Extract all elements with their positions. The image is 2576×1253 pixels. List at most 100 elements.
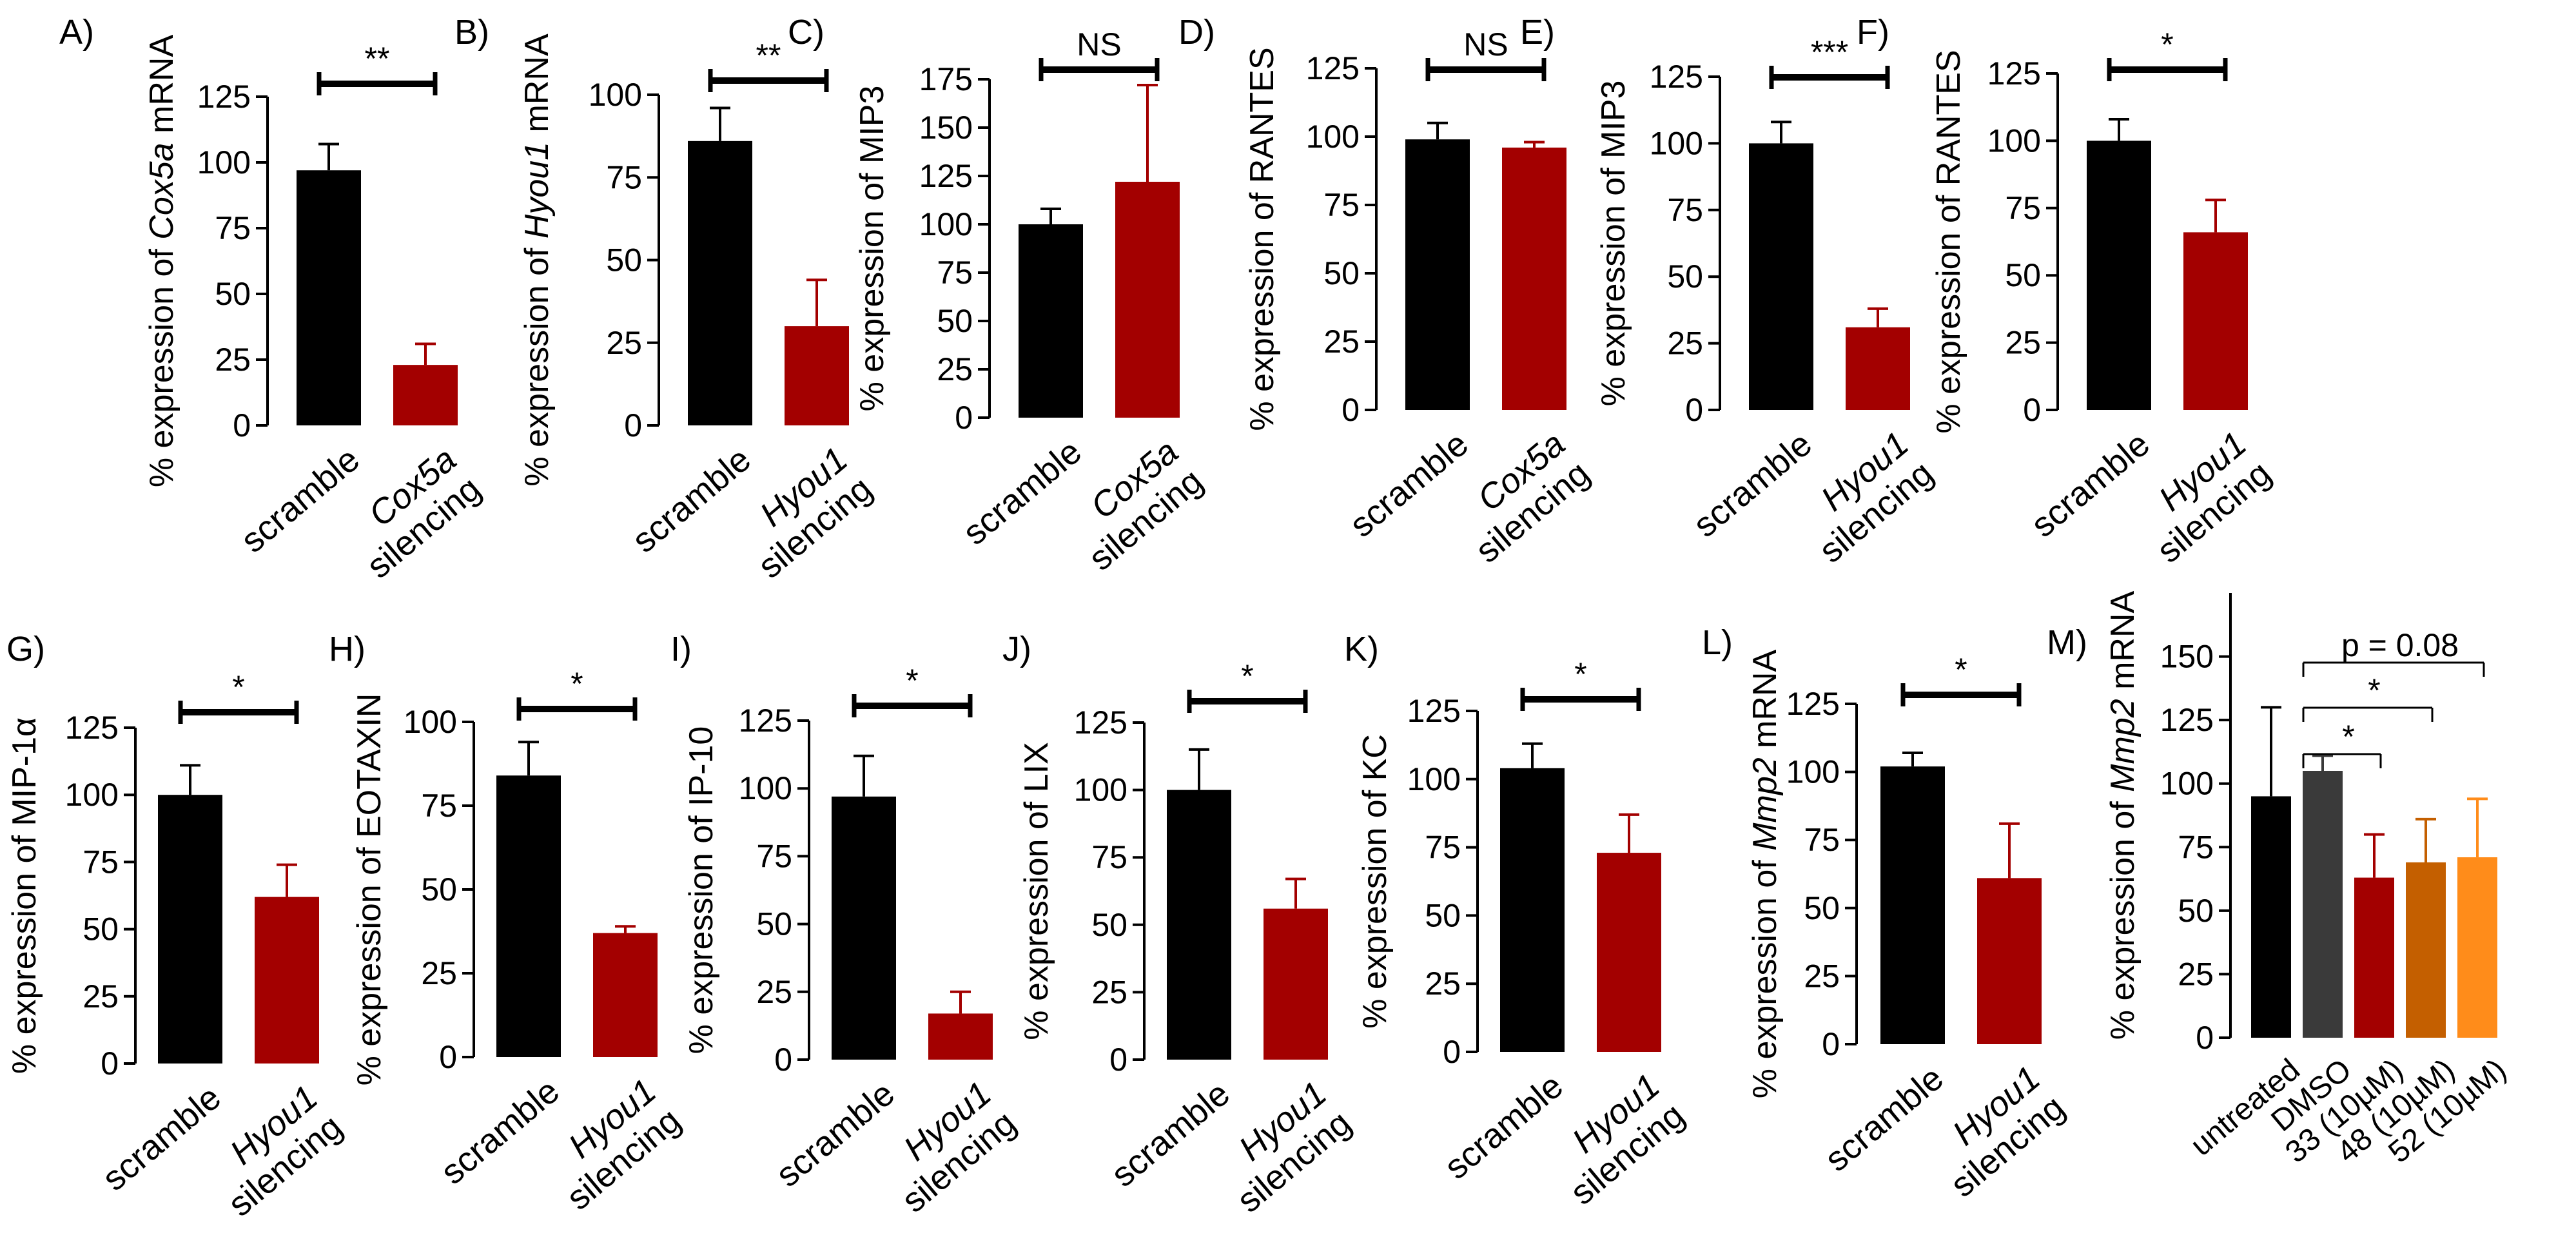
y-tick-label: 25 (1091, 974, 1127, 1010)
y-tick-label: 0 (1685, 392, 1703, 428)
y-tick-label: 25 (937, 351, 973, 387)
panel-label: M) (2047, 623, 2087, 662)
y-tick-label: 75 (215, 210, 251, 246)
y-axis-label: % expression of Mmp2 mRNA (1746, 649, 1784, 1098)
panel-label: J) (1002, 630, 1031, 668)
x-tick-label: scramble (1104, 1074, 1237, 1194)
panel-label: C) (788, 13, 825, 52)
y-tick-label: 50 (215, 276, 251, 312)
y-axis-label: % expression of KC (1356, 734, 1394, 1029)
bar (1500, 768, 1565, 1052)
x-tick-label-line: scramble (1104, 1074, 1237, 1194)
significance-label: p = 0.08 (2341, 627, 2459, 663)
y-tick-label: 75 (1804, 822, 1840, 858)
x-tick-label: scramble (956, 432, 1089, 552)
significance-label: * (2342, 719, 2354, 755)
bar (2087, 141, 2151, 410)
y-tick-label: 125 (2160, 702, 2214, 738)
y-tick-label: 50 (606, 242, 642, 278)
y-tick-label: 125 (65, 710, 119, 746)
label-part: % expression of RANTES (1930, 50, 1967, 433)
x-tick-label-line: scramble (625, 440, 758, 560)
chart-panel: B) 0 25 50 75 100 % expression of Hyou1 mRNA sc… (454, 13, 879, 586)
significance-label: * (2368, 672, 2380, 708)
y-tick-label: 100 (1650, 125, 1703, 161)
y-tick-label: 125 (1786, 686, 1840, 722)
y-tick-label: 0 (624, 407, 642, 443)
panel-label: K) (1344, 630, 1379, 668)
y-tick-label: 75 (1667, 192, 1703, 228)
y-tick-label: 50 (1667, 258, 1703, 295)
y-tick-label: 100 (65, 777, 119, 813)
y-tick-label: 25 (606, 325, 642, 361)
y-tick-label: 25 (1323, 324, 1360, 360)
y-tick-label: 75 (2178, 829, 2214, 865)
label-part: % expression of MIP-1α (6, 717, 43, 1074)
label-part: mRNA (143, 35, 181, 143)
x-tick-label-line: scramble (434, 1071, 567, 1192)
chart-panel: K) 0 25 50 75 100 125 % expression of KC scrambl… (1344, 630, 1692, 1212)
y-tick-label: 175 (919, 61, 973, 97)
x-tick-label-line: scramble (1686, 424, 1819, 545)
y-tick-label: 125 (1650, 59, 1703, 95)
y-tick-label: 100 (919, 206, 973, 242)
y-tick-label: 75 (1425, 830, 1461, 866)
significance-label: NS (1077, 26, 1121, 63)
y-tick-label: 75 (2005, 190, 2041, 226)
y-tick-label: 0 (1342, 392, 1360, 428)
y-axis-label: % expression of IP-10 (683, 726, 720, 1054)
x-tick-label-line: scramble (95, 1078, 228, 1198)
label-part: % expression of RANTES (1244, 47, 1281, 431)
x-tick-label: scramble (434, 1071, 567, 1192)
y-tick-label: 75 (606, 159, 642, 195)
bar (1977, 878, 2042, 1044)
y-tick-label: 50 (1804, 890, 1840, 926)
significance-label: * (2161, 26, 2173, 63)
chart-panel: I) 0 25 50 75 100 125 % expression of IP-10 scra… (670, 630, 1023, 1220)
label-part: % expression of LIX (1018, 742, 1055, 1040)
significance-label: * (1955, 652, 1967, 688)
bar (1264, 908, 1328, 1060)
label-part: mRNA (1746, 649, 1784, 757)
y-tick-label: 0 (2196, 1020, 2214, 1056)
label-part: % expression of MIP3 (1595, 81, 1632, 407)
x-tick-label-line: scramble (1818, 1058, 1951, 1179)
y-tick-label: 75 (1323, 187, 1360, 223)
y-tick-label: 0 (1109, 1042, 1127, 1078)
y-tick-label: 0 (2023, 392, 2041, 428)
y-tick-label: 25 (83, 978, 119, 1015)
y-axis-label: % expression of EOTAXIN (351, 694, 388, 1086)
bar (1019, 224, 1083, 418)
label-part: % expression of KC (1356, 734, 1394, 1029)
x-tick-label: scramble (1438, 1066, 1570, 1187)
y-tick-label: 0 (774, 1042, 792, 1078)
y-axis-label: % expression of RANTES (1244, 47, 1281, 431)
y-tick-label: 75 (1091, 839, 1127, 875)
chart-panel: A) 0 25 50 75 100 125 % expression of Cox5a mRN… (59, 13, 488, 586)
label-part: Mmp2 (2104, 699, 2142, 792)
y-axis-label: % expression of Cox5a mRNA (143, 35, 181, 488)
y-axis-label: % expression of MIP3 (854, 86, 891, 412)
y-tick-label: 100 (2160, 766, 2214, 802)
y-tick-label: 125 (197, 79, 251, 115)
x-tick-label-line: scramble (2024, 424, 2157, 545)
y-tick-label: 0 (439, 1039, 457, 1075)
x-tick-label: scramble (2024, 424, 2157, 545)
label-part: % expression of (1746, 851, 1784, 1098)
y-tick-label: 75 (937, 255, 973, 291)
y-tick-label: 125 (1987, 55, 2041, 92)
y-tick-label: 50 (421, 871, 457, 908)
y-tick-label: 25 (1804, 958, 1840, 994)
bar (785, 326, 849, 425)
y-tick-label: 100 (404, 704, 457, 740)
y-tick-label: 125 (919, 158, 973, 194)
chart-panel: G) 0 25 50 75 100 125 % expression of MIP-1α scr… (6, 630, 349, 1224)
panel-label: B) (454, 13, 489, 52)
y-tick-label: 25 (1425, 966, 1461, 1002)
bar (2303, 771, 2343, 1038)
x-tick-label: scramble (1818, 1058, 1951, 1179)
panel-label: A) (59, 13, 94, 52)
label-part: % expression of (143, 240, 181, 487)
